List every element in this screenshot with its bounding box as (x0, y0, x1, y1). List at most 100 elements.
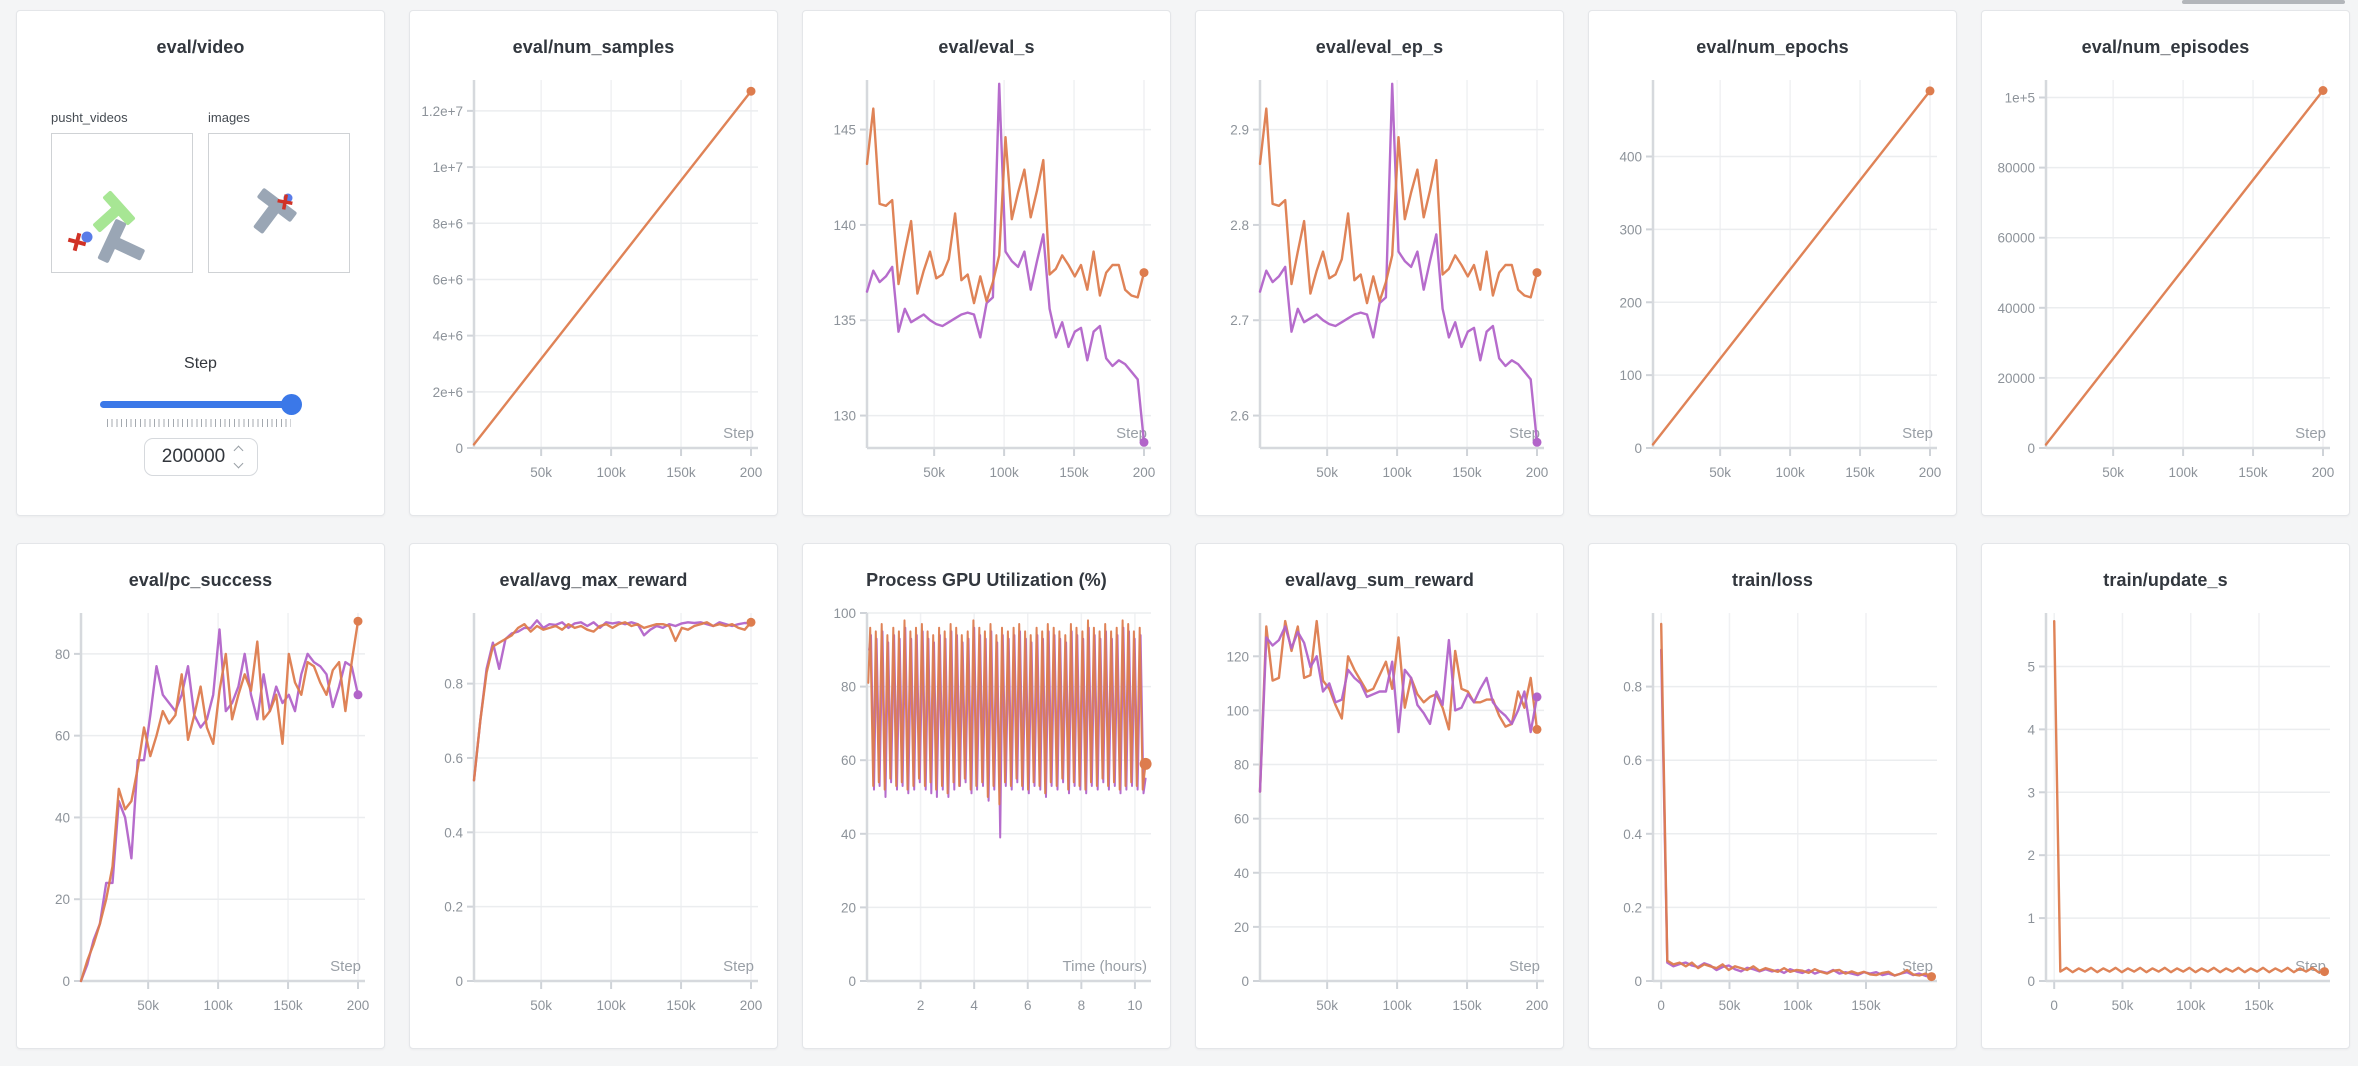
panel-eval-eval-s: eval/eval_s 130 135 140 145 50k 100k 150k 200 St… (802, 10, 1171, 516)
svg-text:200: 200 (2311, 465, 2334, 480)
svg-text:Step: Step (1509, 425, 1540, 442)
panel-grid: eval/video pusht_videos images (16, 10, 2350, 1049)
svg-text:20: 20 (1233, 920, 1248, 935)
svg-text:5: 5 (2027, 659, 2035, 674)
svg-text:80000: 80000 (1997, 161, 2035, 176)
chart-eval-num-episodes[interactable]: 0 20000 40000 60000 80000 1e+5 50k 100k 150k 200 S… (1990, 70, 2342, 494)
svg-text:0: 0 (1657, 998, 1665, 1013)
svg-text:2: 2 (2027, 848, 2035, 863)
svg-text:6: 6 (1023, 998, 1031, 1013)
svg-text:100: 100 (1619, 368, 1642, 383)
chevron-down-icon[interactable] (233, 458, 244, 469)
gray-t-shape-icon (97, 219, 145, 263)
media-label-images: images (208, 110, 250, 125)
svg-text:150k: 150k (273, 998, 303, 1013)
svg-text:100k: 100k (596, 465, 626, 480)
panel-title: eval/eval_ep_s (1315, 37, 1444, 57)
svg-text:100: 100 (833, 606, 856, 621)
svg-text:20: 20 (54, 892, 69, 907)
chart-eval-eval-s[interactable]: 130 135 140 145 50k 100k 150k 200 Step (811, 70, 1163, 494)
chevron-up-icon[interactable] (233, 445, 244, 456)
svg-text:100: 100 (1226, 703, 1249, 718)
svg-text:40: 40 (840, 827, 855, 842)
svg-text:200: 200 (1525, 998, 1548, 1013)
green-t-shape-icon (93, 191, 135, 233)
svg-text:50k: 50k (1709, 465, 1731, 480)
svg-text:200: 200 (1619, 295, 1642, 310)
svg-text:80: 80 (1233, 758, 1248, 773)
svg-text:Step: Step (723, 958, 754, 975)
svg-text:4: 4 (2027, 722, 2035, 737)
svg-text:150k: 150k (1452, 998, 1482, 1013)
svg-text:6e+6: 6e+6 (432, 272, 462, 287)
svg-text:0.8: 0.8 (1623, 680, 1642, 695)
svg-text:80: 80 (840, 680, 855, 695)
svg-text:60000: 60000 (1997, 231, 2035, 246)
slider-thumb[interactable] (281, 394, 302, 415)
svg-text:10: 10 (1127, 998, 1142, 1013)
svg-text:2.9: 2.9 (1230, 123, 1249, 138)
svg-text:1e+5: 1e+5 (2004, 91, 2034, 106)
svg-text:200: 200 (739, 465, 762, 480)
agent-dot-icon (81, 231, 93, 243)
panel-title: eval/num_episodes (2081, 37, 2250, 57)
chart-eval-num-epochs[interactable]: 0 100 200 300 400 50k 100k 150k 200 Step (1597, 70, 1949, 494)
svg-text:120: 120 (1226, 649, 1249, 664)
svg-text:0: 0 (1634, 441, 1642, 456)
scrollbar-thumb[interactable] (2182, 0, 2345, 4)
step-slider-label: Step (184, 355, 217, 372)
slider-track[interactable] (100, 401, 300, 408)
chart-eval-avg-max-reward[interactable]: 0 0.2 0.4 0.6 0.8 50k 100k 150k 200 Step (418, 603, 770, 1027)
panel-eval-num-samples: eval/num_samples 0 2e+6 4e+6 6e+6 8e+6 1e+7 1.… (409, 10, 778, 516)
svg-text:1e+7: 1e+7 (432, 160, 462, 175)
svg-text:60: 60 (54, 729, 69, 744)
step-slider[interactable] (100, 394, 302, 416)
chart-eval-num-samples[interactable]: 0 2e+6 4e+6 6e+6 8e+6 1e+7 1.2e+7 50k 100k 150k 20… (418, 70, 770, 494)
svg-text:200: 200 (1525, 465, 1548, 480)
step-input-stepper[interactable] (233, 445, 245, 469)
svg-text:0.4: 0.4 (1623, 827, 1642, 842)
svg-text:150k: 150k (2244, 998, 2274, 1013)
svg-text:100k: 100k (2176, 998, 2206, 1013)
svg-text:0: 0 (2027, 441, 2035, 456)
video-thumbnail-images[interactable] (208, 133, 350, 273)
panel-title: train/update_s (2103, 570, 2228, 590)
svg-text:1: 1 (2027, 911, 2035, 926)
chart-eval-avg-sum-reward[interactable]: 0 20 40 60 80 100 120 50k 100k 150k 200 Step (1204, 603, 1556, 1027)
panel-title: eval/video (156, 37, 245, 57)
svg-text:150k: 150k (1845, 465, 1875, 480)
svg-text:Step: Step (2295, 425, 2326, 442)
chart-eval-eval-ep-s[interactable]: 2.6 2.7 2.8 2.9 50k 100k 150k 200 Step (1204, 70, 1556, 494)
svg-text:150k: 150k (2238, 465, 2268, 480)
svg-text:130: 130 (833, 409, 856, 424)
panel-title: eval/avg_max_reward (499, 570, 688, 590)
svg-text:1.2e+7: 1.2e+7 (421, 104, 463, 119)
panel-title: Process GPU Utilization (%) (866, 570, 1107, 590)
svg-text:0.2: 0.2 (1623, 900, 1642, 915)
images-scene-icon (253, 188, 297, 234)
svg-text:3: 3 (2027, 785, 2035, 800)
panel-eval-video: eval/video pusht_videos images (16, 10, 385, 516)
svg-text:0: 0 (455, 974, 463, 989)
target-cross-icon (277, 194, 293, 210)
svg-text:Step: Step (1116, 425, 1147, 442)
step-value-input[interactable] (143, 438, 258, 476)
svg-text:20: 20 (840, 900, 855, 915)
svg-text:100k: 100k (203, 998, 233, 1013)
video-thumbnail-pusht[interactable] (51, 133, 193, 273)
svg-text:100k: 100k (1775, 465, 1805, 480)
svg-text:150k: 150k (666, 465, 696, 480)
svg-text:0: 0 (455, 441, 463, 456)
svg-text:100k: 100k (989, 465, 1019, 480)
chart-eval-pc-success[interactable]: 0 20 40 60 80 50k 100k 150k 200 Step (25, 603, 377, 1027)
svg-text:2.8: 2.8 (1230, 218, 1249, 233)
svg-text:40000: 40000 (1997, 301, 2035, 316)
target-cross-icon (67, 232, 87, 252)
svg-text:2.7: 2.7 (1230, 313, 1249, 328)
panel-title: eval/avg_sum_reward (1284, 570, 1474, 590)
chart-process-gpu-utilization[interactable]: 0 20 40 60 80 100 2 4 6 8 10 Time (hours) (811, 603, 1163, 1027)
svg-text:200: 200 (1918, 465, 1941, 480)
svg-text:0.2: 0.2 (444, 900, 463, 915)
